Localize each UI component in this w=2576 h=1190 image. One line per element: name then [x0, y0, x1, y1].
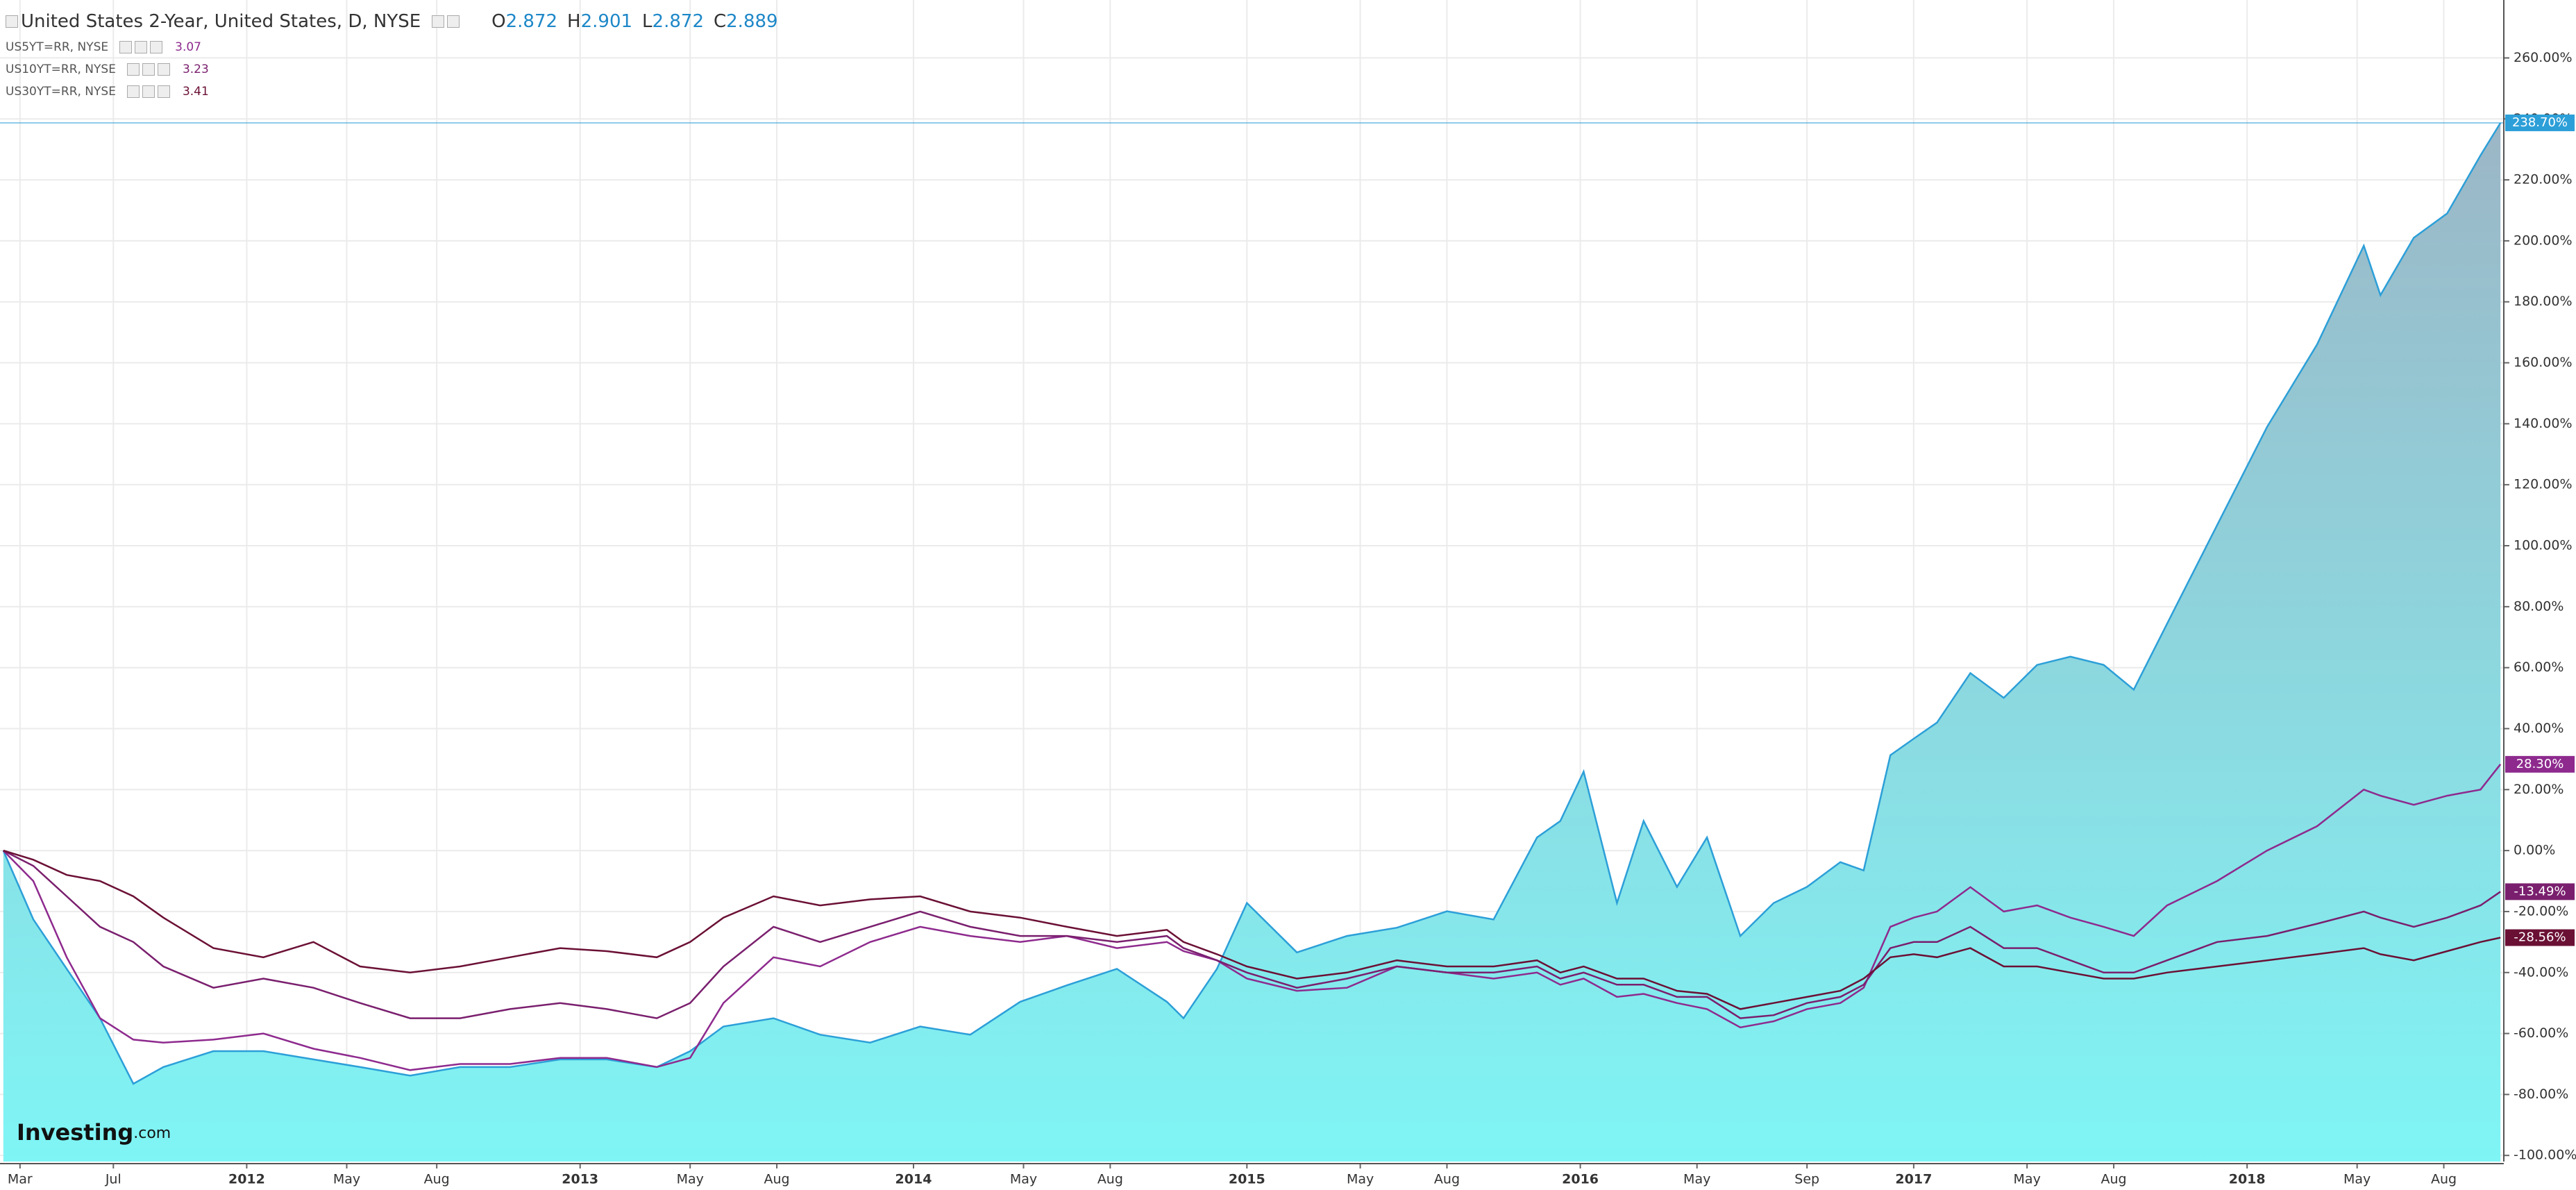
line [3, 849, 2501, 1019]
area [3, 123, 2501, 1162]
button[interactable] [150, 41, 163, 53]
last-value-badge [2505, 114, 2575, 131]
x-tick-label: 2018 [2229, 1172, 2266, 1187]
y-tick-label: 180.00% [2514, 294, 2573, 309]
last-value-label: -28.56% [2514, 930, 2566, 945]
last-value-badge [2505, 755, 2575, 773]
button[interactable] [157, 85, 170, 98]
x-tick-label: May [1347, 1172, 1374, 1187]
x-tick-label: Aug [764, 1172, 790, 1187]
y-tick-label: 220.00% [2514, 172, 2573, 187]
button[interactable] [135, 41, 148, 53]
y-tick-label: -80.00% [2514, 1087, 2568, 1102]
y-tick-label: 100.00% [2514, 538, 2573, 553]
series-legend: US5YT=RR, NYSE 3.07 US10YT=RR, NYSE 3.23 US3… [6, 36, 778, 103]
last-value-label: -13.49% [2514, 884, 2566, 898]
series-buttons[interactable] [126, 85, 173, 98]
button[interactable] [142, 63, 155, 76]
y-tick-label: 120.00% [2514, 477, 2573, 492]
y-tick-label: 200.00% [2514, 233, 2573, 248]
ohlc-value: 2.872 [652, 11, 704, 32]
legend-name: US5YT=RR, NYSE [6, 40, 109, 54]
ohlc-key: C [713, 11, 727, 32]
watermark-brand: Investing [17, 1119, 133, 1146]
ohlc: O 2.872 H 2.901 L 2.872 C 2.889 [482, 11, 777, 32]
x-tick-label: 2013 [562, 1172, 598, 1187]
legend: United States 2-Year, United States, D, … [6, 7, 778, 103]
x-tick-label: Mar [8, 1172, 33, 1187]
x-tick-label: 2012 [228, 1172, 265, 1187]
x-tick-label: May [1683, 1172, 1710, 1187]
x-tick-label: Aug [424, 1172, 450, 1187]
y-tick-label: 80.00% [2514, 598, 2564, 614]
button[interactable] [126, 85, 140, 98]
y-tick-label: 20.00% [2514, 782, 2564, 797]
watermark: Investing.com [17, 1119, 171, 1146]
y-tick-label: -40.00% [2514, 964, 2568, 980]
watermark-suffix: .com [133, 1125, 171, 1142]
x-tick-label: Sep [1794, 1172, 1819, 1187]
x-tick-label: 2017 [1895, 1172, 1932, 1187]
y-tick-label: 260.00% [2514, 50, 2573, 65]
y-tick-label: 40.00% [2514, 721, 2564, 736]
ohlc-value: 2.889 [726, 11, 778, 32]
legend-row: US10YT=RR, NYSE 3.23 [6, 58, 778, 81]
ohlc-value: 2.901 [580, 11, 633, 32]
x-tick-label: 2015 [1229, 1172, 1265, 1187]
legend-row: US5YT=RR, NYSE 3.07 [6, 36, 778, 58]
last-value-label: 28.30% [2516, 757, 2564, 771]
y-tick-label: 160.00% [2514, 355, 2573, 370]
collapse-button[interactable] [6, 15, 18, 28]
legend-row: US30YT=RR, NYSE 3.41 [6, 81, 778, 103]
x-tick-label: Aug [1434, 1172, 1460, 1187]
x-tick-label: Aug [2431, 1172, 2457, 1187]
button[interactable] [157, 63, 170, 76]
series-buttons[interactable] [119, 41, 165, 53]
last-value-label: 238.70% [2512, 115, 2568, 130]
line [3, 849, 2501, 1010]
x-tick-label: May [2014, 1172, 2041, 1187]
line [2, 122, 2502, 1085]
y-tick-label: 140.00% [2514, 416, 2573, 431]
series-buttons[interactable] [126, 63, 173, 76]
main-legend-row: United States 2-Year, United States, D, … [6, 7, 778, 36]
chart-title: United States 2-Year, United States, D, … [21, 11, 421, 32]
series-buttons[interactable] [432, 15, 462, 28]
x-tick-label: May [677, 1172, 704, 1187]
x-tick-label: May [2343, 1172, 2371, 1187]
x-tick-label: May [333, 1172, 360, 1187]
x-tick-label: Aug [2101, 1172, 2127, 1187]
legend-name: US10YT=RR, NYSE [6, 62, 116, 76]
button[interactable] [126, 63, 140, 76]
x-tick-label: 2016 [1562, 1172, 1599, 1187]
y-tick-label: -100.00% [2514, 1148, 2576, 1163]
button[interactable] [142, 85, 155, 98]
legend-name: US30YT=RR, NYSE [6, 85, 116, 99]
y-tick-label: 60.00% [2514, 660, 2564, 675]
legend-value: 3.07 [175, 40, 201, 54]
y-tick-label: 0.00% [2514, 843, 2555, 858]
ohlc-key: H [567, 11, 581, 32]
y-tick-label: -20.00% [2514, 903, 2568, 919]
x-tick-label: Jul [105, 1172, 121, 1187]
x-tick-label: Aug [1097, 1172, 1123, 1187]
last-value-badge [2505, 883, 2575, 900]
ohlc-key: O [491, 11, 506, 32]
y-tick-label: -60.00% [2514, 1025, 2568, 1041]
x-tick-label: 2014 [895, 1172, 932, 1187]
legend-value: 3.23 [182, 62, 209, 76]
last-value-badge [2505, 929, 2575, 946]
ohlc-value: 2.872 [505, 11, 558, 32]
x-tick-label: May [1010, 1172, 1037, 1187]
ohlc-key: L [642, 11, 653, 32]
legend-value: 3.41 [182, 85, 209, 99]
button[interactable] [119, 41, 133, 53]
